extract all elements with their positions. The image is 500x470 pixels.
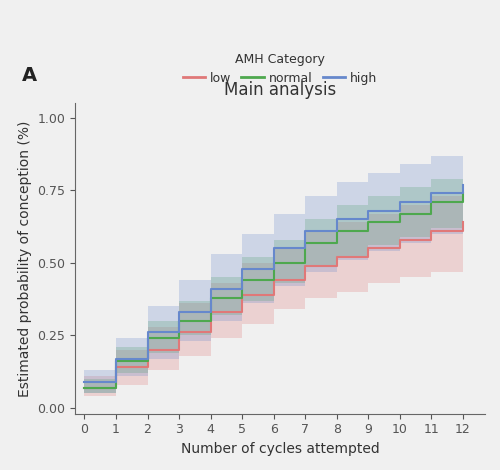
Text: A: A <box>22 66 37 85</box>
X-axis label: Number of cycles attempted: Number of cycles attempted <box>180 442 380 456</box>
Y-axis label: Estimated probability of conception (%): Estimated probability of conception (%) <box>18 120 32 397</box>
Legend: low, normal, high: low, normal, high <box>178 47 382 90</box>
Title: Main analysis: Main analysis <box>224 81 336 99</box>
